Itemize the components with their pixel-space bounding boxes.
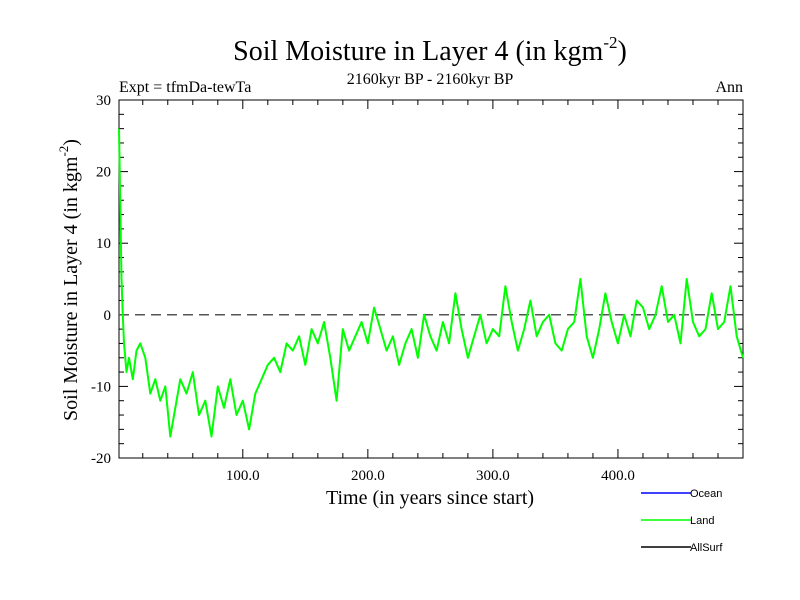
x-tick-label: 400.0 bbox=[601, 468, 635, 484]
y-axis-label: Soil Moisture in Layer 4 (in kgm-2) bbox=[56, 139, 82, 421]
legend: Ocean Land AllSurf bbox=[641, 488, 723, 554]
y-tick-label: 20 bbox=[96, 165, 111, 181]
legend-label-allsurf: AllSurf bbox=[690, 542, 723, 554]
y-tick-label: -20 bbox=[91, 451, 111, 467]
legend-label-land: Land bbox=[690, 515, 714, 527]
period-label: Ann bbox=[715, 79, 743, 96]
chart-title: Soil Moisture in Layer 4 (in kgm-2) bbox=[233, 33, 627, 67]
plot-area: 100.0 200.0 300.0 400.0 -20 -10 0 10 20 30 bbox=[91, 93, 744, 484]
chart-subtitle: 2160kyr BP - 2160kyr BP bbox=[347, 71, 514, 88]
y-tick-label: -10 bbox=[91, 379, 111, 395]
y-tick-label: 30 bbox=[96, 93, 111, 109]
x-tick-label: 300.0 bbox=[476, 468, 510, 484]
legend-label-ocean: Ocean bbox=[690, 488, 722, 500]
experiment-label: Expt = tfmDa-tewTa bbox=[119, 79, 251, 96]
x-axis-label: Time (in years since start) bbox=[326, 487, 534, 509]
plot-frame bbox=[118, 99, 744, 459]
y-tick-label: 10 bbox=[96, 236, 111, 252]
series-line-land bbox=[118, 128, 744, 438]
x-tick-label: 200.0 bbox=[351, 468, 385, 484]
x-tick-label: 100.0 bbox=[226, 468, 260, 484]
y-tick-label: 0 bbox=[104, 308, 112, 324]
